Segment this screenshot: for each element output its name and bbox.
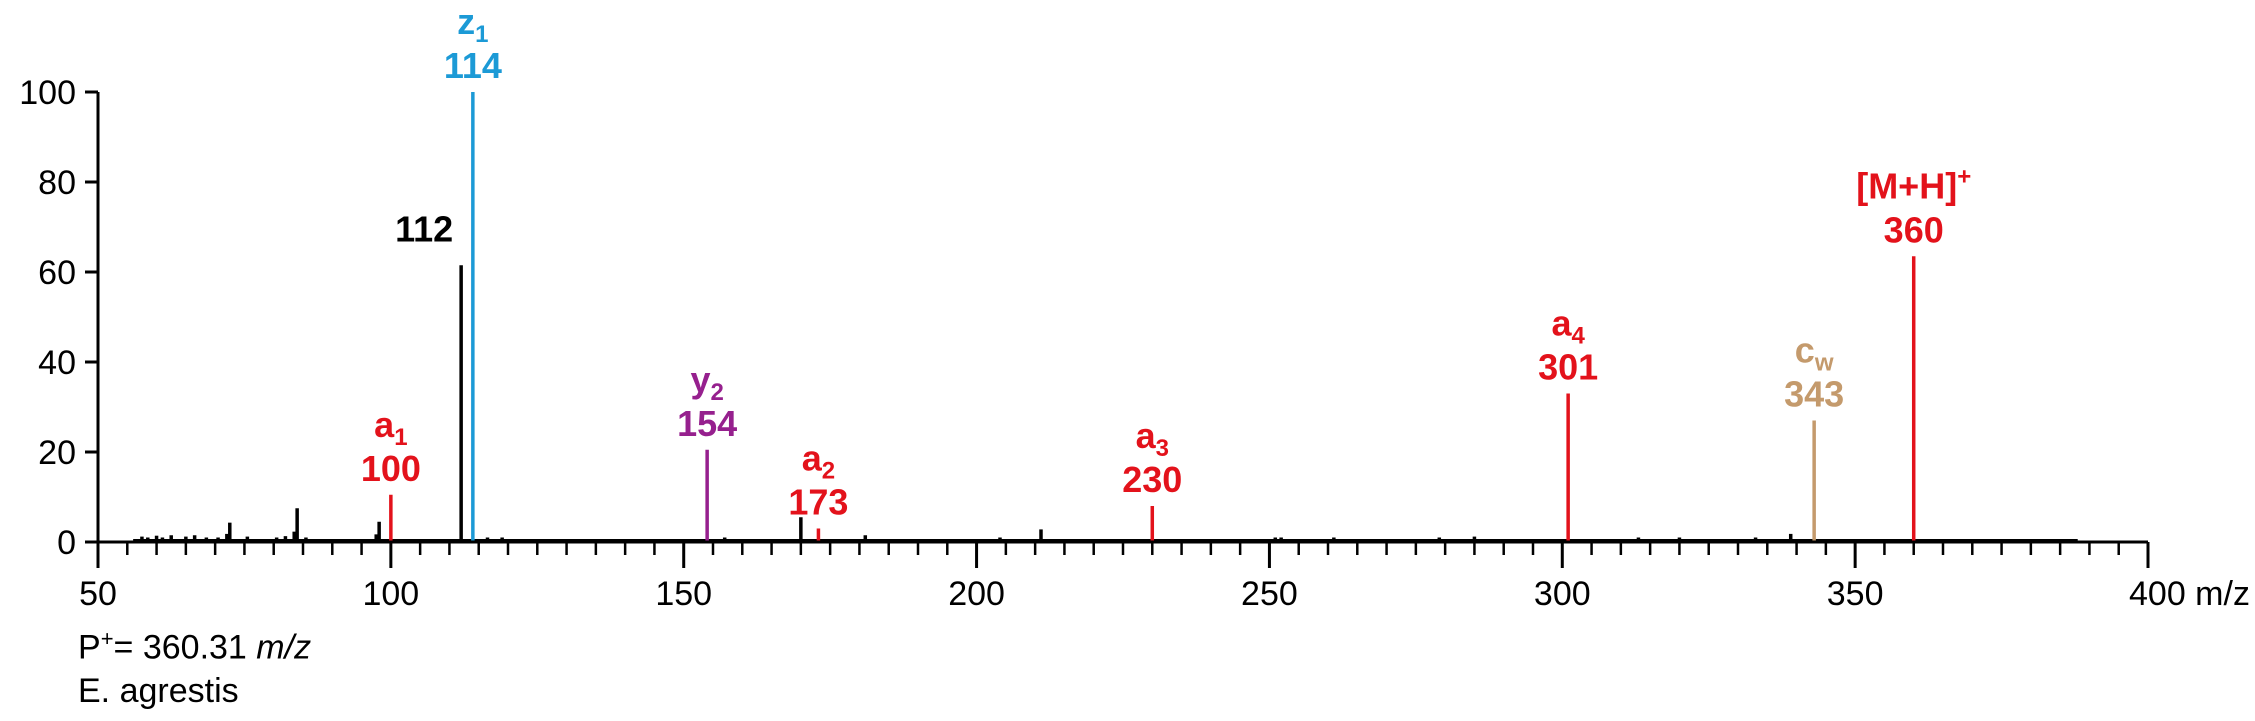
precursor-unit: m/z	[256, 628, 312, 667]
y-tick-label: 40	[38, 344, 76, 382]
precursor-charge: +	[100, 626, 114, 651]
x-tick-label: 400 m/z	[2129, 575, 2250, 613]
y-tick-label: 100	[19, 74, 76, 112]
peak-mass-label-114: 114	[444, 45, 502, 86]
peak-ion-label-173: a2	[802, 438, 835, 485]
x-tick-label: 300	[1534, 575, 1591, 613]
peak-mass-label-154: 154	[677, 403, 737, 444]
x-tick-label: 200	[948, 575, 1005, 613]
peak-ion-label-301: a4	[1551, 303, 1585, 350]
x-tick-label: 150	[655, 575, 712, 613]
y-tick-label: 20	[38, 434, 76, 472]
peaks-layer	[133, 92, 2078, 542]
peak-ion-label-154: y2	[690, 359, 723, 406]
peak-mass-label-301: 301	[1538, 347, 1598, 388]
x-tick-label: 350	[1827, 575, 1884, 613]
precursor-value: = 360.31	[113, 628, 257, 667]
peak-mass-label-230: 230	[1122, 459, 1182, 500]
peak-ion-label-114: z1	[457, 1, 488, 48]
peak-mass-label-343: 343	[1784, 374, 1844, 415]
peak-ion-label-230: a3	[1136, 415, 1169, 462]
peak-mass-label-360: 360	[1884, 209, 1944, 250]
axes-layer: 0 20 40 60 80 100 50 100 150 200 250 300 350 400 m/z	[19, 74, 2250, 613]
peak-mass-label-112: 112	[395, 208, 453, 249]
precursor-note: P+= 360.31 m/z	[78, 626, 311, 667]
y-tick-label: 60	[38, 254, 76, 292]
peak-ion-label-100: a1	[374, 404, 407, 451]
y-tick-label: 80	[38, 164, 76, 202]
peak-ion-label-360: [M+H]+	[1856, 163, 1971, 206]
species-note: E. agrestis	[78, 672, 239, 710]
x-tick-label: 250	[1241, 575, 1298, 613]
y-tick-label: 0	[57, 524, 76, 562]
x-tick-label: 100	[362, 575, 419, 613]
precursor-prefix: P	[78, 628, 101, 667]
peak-ion-label-343: cw	[1795, 330, 1834, 377]
x-tick-label: 50	[79, 575, 117, 613]
peak-mass-label-173: 173	[788, 482, 848, 523]
peak-mass-label-100: 100	[361, 448, 421, 489]
